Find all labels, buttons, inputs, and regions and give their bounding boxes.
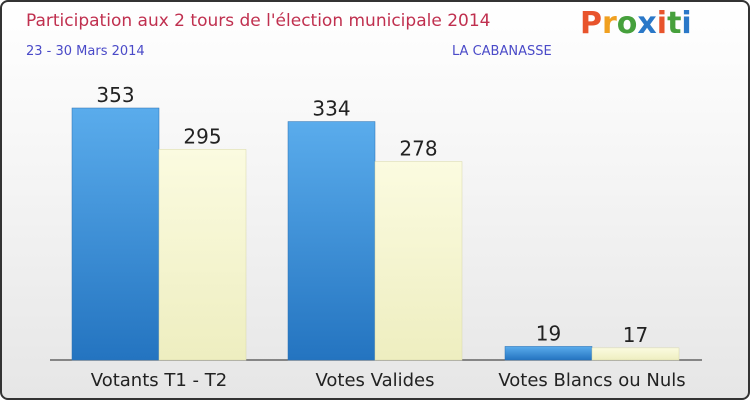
data-label-t2-1: 278 [399,137,437,161]
commune-name: LA CABANASSE [452,44,552,59]
date-range: 23 - 30 Mars 2014 [26,44,145,59]
x-tick-label-0: Votants T1 - T2 [91,370,227,391]
data-label-t1-2: 19 [536,321,561,345]
chart-title: Participation aux 2 tours de l'élection … [26,11,491,31]
bar-t1-1 [287,121,376,361]
data-label-t2-0: 295 [183,124,221,148]
data-label-t1-0: 353 [96,83,134,107]
x-tick-label-2: Votes Blancs ou Nuls [498,370,685,391]
data-label-t2-2: 17 [623,323,648,347]
proxiti-logo: Proxiti [580,6,692,41]
bar-t1-2 [504,346,593,361]
x-tick-label-1: Votes Valides [316,370,435,391]
bar-t2-0 [158,149,247,361]
bar-t1-0 [71,107,160,361]
data-label-t1-1: 334 [312,97,350,121]
bar-t2-1 [374,161,463,361]
bar-t2-2 [591,347,680,361]
